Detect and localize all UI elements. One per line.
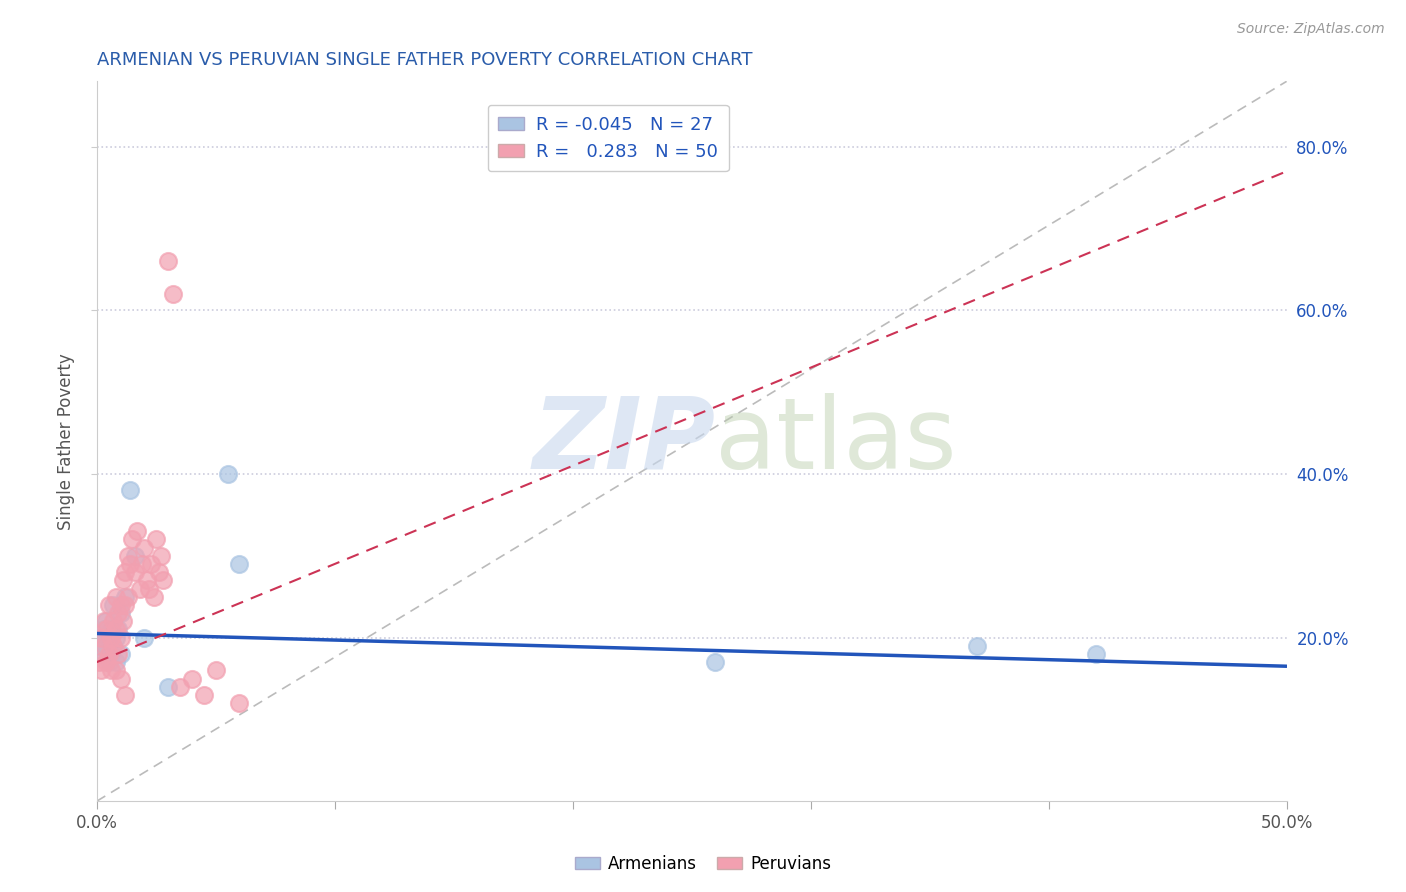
Point [104,655,127,669]
Point [152,574,174,588]
Point [138,582,160,596]
Point [118,557,141,571]
Point [96,639,118,653]
Point [114,565,136,579]
Point [217,467,239,481]
Point [111,614,134,628]
Point [149,549,172,563]
Point [124,549,146,563]
Text: Source: ZipAtlas.com: Source: ZipAtlas.com [1237,22,1385,37]
Point [141,557,163,571]
Point [96,623,118,637]
Legend: R = -0.045   N = 27, R =   0.283   N = 50: R = -0.045 N = 27, R = 0.283 N = 50 [488,104,730,171]
Point [117,590,139,604]
Point [142,590,165,604]
Point [110,598,132,612]
Point [162,287,184,301]
Point [93,614,115,628]
Y-axis label: Single Father Poverty: Single Father Poverty [58,353,75,530]
Point [87,655,110,669]
Point [104,631,127,645]
Point [134,631,156,645]
Point [97,631,120,645]
Point [110,631,132,645]
Point [117,549,139,563]
Point [135,574,157,588]
Point [131,557,153,571]
Point [1085,647,1108,661]
Point [97,655,120,669]
Text: atlas: atlas [716,392,957,490]
Point [114,598,136,612]
Point [228,696,250,710]
Point [127,524,149,539]
Point [103,639,125,653]
Point [104,663,127,677]
Point [97,647,120,661]
Point [90,631,112,645]
Point [104,623,127,637]
Point [128,582,150,596]
Point [100,647,122,661]
Point [110,672,132,686]
Point [145,533,167,547]
Point [107,623,129,637]
Point [87,639,110,653]
Point [193,688,215,702]
Point [100,663,122,677]
Point [121,533,143,547]
Point [148,565,170,579]
Point [157,680,180,694]
Point [96,655,118,669]
Point [180,672,202,686]
Point [111,574,134,588]
Point [103,639,125,653]
Point [103,614,125,628]
Point [96,614,118,628]
Point [110,647,132,661]
Point [228,557,250,571]
Point [110,606,132,620]
Legend: Armenians, Peruvians: Armenians, Peruvians [568,848,838,880]
Point [104,590,127,604]
Point [97,598,120,612]
Point [93,639,115,653]
Point [93,647,115,661]
Point [114,688,136,702]
Text: ARMENIAN VS PERUVIAN SINGLE FATHER POVERTY CORRELATION CHART: ARMENIAN VS PERUVIAN SINGLE FATHER POVER… [97,51,752,69]
Point [157,254,180,268]
Point [118,483,141,498]
Point [100,631,122,645]
Point [169,680,191,694]
Point [114,590,136,604]
Point [93,623,115,637]
Point [204,663,226,677]
Point [100,623,122,637]
Point [90,631,112,645]
Text: ZIP: ZIP [533,392,716,490]
Point [90,663,112,677]
Point [103,598,125,612]
Point [107,647,129,661]
Point [107,606,129,620]
Point [124,565,146,579]
Point [966,639,988,653]
Point [134,541,156,555]
Point [704,655,727,669]
